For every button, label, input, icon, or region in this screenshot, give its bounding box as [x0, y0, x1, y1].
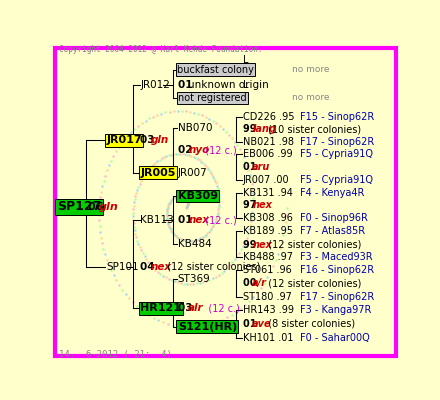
- Text: Copyright 2004-2012 @ Karl Kehde Foundation.: Copyright 2004-2012 @ Karl Kehde Foundat…: [59, 44, 263, 54]
- Text: JR017: JR017: [106, 135, 142, 146]
- Text: S121(HR): S121(HR): [178, 322, 237, 332]
- Text: (12 c.): (12 c.): [199, 303, 239, 313]
- Text: 06: 06: [88, 202, 107, 212]
- Text: EB006 .99: EB006 .99: [242, 149, 292, 159]
- Text: SP127: SP127: [57, 200, 101, 213]
- Text: KB131 .94: KB131 .94: [242, 188, 293, 198]
- Text: CD226 .95: CD226 .95: [242, 112, 294, 122]
- Text: (12 sister colonies): (12 sister colonies): [262, 278, 361, 288]
- Text: (12 c.): (12 c.): [199, 145, 236, 155]
- Text: no more: no more: [292, 65, 330, 74]
- Text: JR012: JR012: [140, 80, 170, 90]
- Text: 00: 00: [242, 278, 260, 288]
- Text: F7 - Atlas85R: F7 - Atlas85R: [300, 226, 365, 236]
- Text: nyo: nyo: [188, 145, 209, 155]
- Text: F5 - Cypria91Q: F5 - Cypria91Q: [300, 174, 373, 184]
- Text: KB484: KB484: [178, 238, 212, 248]
- Text: NB070: NB070: [178, 123, 212, 133]
- Text: 99: 99: [242, 124, 260, 134]
- Text: F16 - Sinop62R: F16 - Sinop62R: [300, 265, 374, 275]
- Text: nex: nex: [252, 200, 272, 210]
- Text: JR005: JR005: [140, 168, 176, 178]
- Text: KB308 .96: KB308 .96: [242, 213, 293, 223]
- Text: L: L: [242, 55, 248, 65]
- Text: (12 sister colonies): (12 sister colonies): [161, 262, 260, 272]
- Text: KB488 .97: KB488 .97: [242, 252, 293, 262]
- Text: KB309: KB309: [178, 191, 218, 201]
- Text: F5 - Cypria91Q: F5 - Cypria91Q: [300, 149, 373, 159]
- Text: HR121: HR121: [140, 303, 181, 313]
- Text: F3 - Maced93R: F3 - Maced93R: [300, 252, 373, 262]
- Text: F15 - Sinop62R: F15 - Sinop62R: [300, 112, 374, 122]
- Text: lang: lang: [252, 124, 276, 134]
- Text: ST180 .97: ST180 .97: [242, 292, 291, 302]
- Text: F0 - Sinop96R: F0 - Sinop96R: [300, 213, 368, 223]
- Text: NB021 .98: NB021 .98: [242, 137, 293, 147]
- Text: (12 sister colonies): (12 sister colonies): [262, 240, 361, 250]
- Text: alr: alr: [188, 303, 204, 313]
- Text: KH101 .01: KH101 .01: [242, 332, 293, 342]
- Text: 04: 04: [140, 262, 158, 272]
- Text: no more: no more: [292, 93, 330, 102]
- Text: JR007: JR007: [178, 168, 208, 178]
- Text: 03: 03: [178, 303, 196, 313]
- Text: SP101: SP101: [106, 262, 139, 272]
- Text: F17 - Sinop62R: F17 - Sinop62R: [300, 292, 374, 302]
- Text: 97: 97: [242, 200, 260, 210]
- Text: F0 - Sahar00Q: F0 - Sahar00Q: [300, 332, 370, 342]
- Text: nex: nex: [252, 240, 272, 250]
- Text: 02: 02: [178, 145, 196, 155]
- Text: L: L: [242, 80, 248, 90]
- Text: 14.  6-2012 ( 21:  4): 14. 6-2012 ( 21: 4): [59, 350, 172, 360]
- Text: 03: 03: [140, 135, 158, 146]
- Text: JR007 .00: JR007 .00: [242, 174, 289, 184]
- Text: 01: 01: [178, 216, 196, 226]
- Text: not registered: not registered: [178, 93, 246, 103]
- Text: buckfast colony: buckfast colony: [177, 64, 254, 74]
- Text: (10 sister colonies): (10 sister colonies): [265, 124, 362, 134]
- Text: ST061 .96: ST061 .96: [242, 265, 291, 275]
- Text: F17 - Sinop62R: F17 - Sinop62R: [300, 137, 374, 147]
- Text: F3 - Kanga97R: F3 - Kanga97R: [300, 306, 371, 316]
- Text: gln: gln: [99, 202, 119, 212]
- Text: (8 sister colonies): (8 sister colonies): [262, 319, 355, 329]
- Text: HR143 .99: HR143 .99: [242, 306, 293, 316]
- Text: 01: 01: [178, 80, 196, 90]
- Text: a/r: a/r: [252, 278, 267, 288]
- Text: KB189 .95: KB189 .95: [242, 226, 293, 236]
- Text: gln: gln: [151, 135, 169, 146]
- Text: ave: ave: [252, 319, 272, 329]
- Text: 99: 99: [242, 240, 260, 250]
- Text: 01: 01: [242, 319, 260, 329]
- Text: ST369: ST369: [178, 274, 210, 284]
- Text: aru: aru: [252, 162, 271, 172]
- Text: nex: nex: [151, 262, 172, 272]
- Text: nex: nex: [188, 216, 209, 226]
- Text: KB113: KB113: [140, 216, 174, 226]
- Text: (12 c.): (12 c.): [199, 216, 236, 226]
- Text: unknown origin: unknown origin: [188, 80, 269, 90]
- Text: F4 - Kenya4R: F4 - Kenya4R: [300, 188, 364, 198]
- Text: 01: 01: [242, 162, 260, 172]
